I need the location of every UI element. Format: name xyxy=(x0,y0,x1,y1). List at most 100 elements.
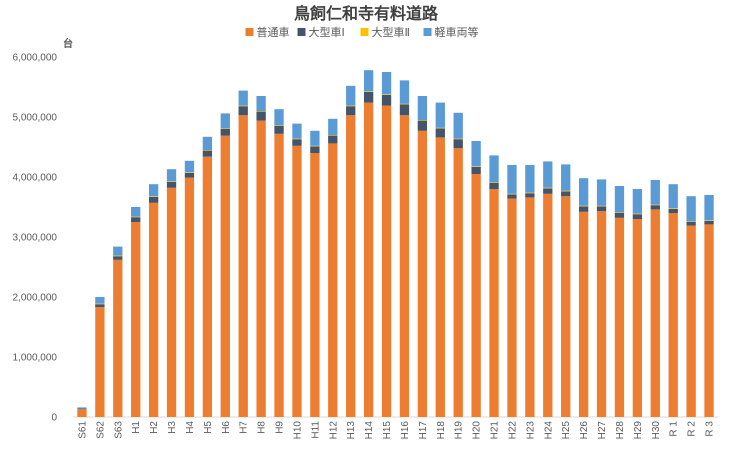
bar-segment xyxy=(453,112,463,139)
bar-segment xyxy=(668,213,678,417)
x-tick-label: R 2 xyxy=(687,421,698,437)
legend-item: 普通車 xyxy=(245,25,290,39)
bar-segment xyxy=(632,213,643,215)
bar-stack xyxy=(220,113,230,417)
bar-segment xyxy=(292,138,302,140)
bar-segment xyxy=(292,139,302,146)
x-tick-label: H19 xyxy=(454,421,465,440)
bar-segment xyxy=(435,137,445,417)
bar-stack xyxy=(596,179,607,417)
bar-segment xyxy=(148,196,159,197)
bars-group xyxy=(77,70,714,418)
x-tick-label: R 1 xyxy=(669,421,680,437)
x-tick-label: H29 xyxy=(633,421,644,440)
bar-segment xyxy=(614,213,625,218)
bar-segment xyxy=(77,409,87,417)
bar-segment xyxy=(489,183,499,189)
x-tick-label: H26 xyxy=(579,421,590,440)
x-tick-label: H14 xyxy=(364,421,375,440)
bar-segment xyxy=(435,127,445,129)
legend-swatch xyxy=(360,28,369,36)
bar-stack xyxy=(561,164,571,417)
bar-segment xyxy=(399,103,410,105)
bar-segment xyxy=(650,209,660,417)
bar-segment xyxy=(113,246,123,256)
bar-segment xyxy=(131,222,141,417)
bar-segment xyxy=(220,135,230,417)
bar-stack xyxy=(77,407,87,417)
bar-segment xyxy=(704,224,714,417)
x-tick-label: H4 xyxy=(185,421,196,434)
bar-segment xyxy=(310,146,320,153)
bar-segment xyxy=(471,166,481,167)
bar-segment xyxy=(274,109,284,126)
bar-segment xyxy=(704,195,714,221)
bar-segment xyxy=(184,160,195,173)
bar-segment xyxy=(346,105,356,107)
bar-stack xyxy=(650,180,660,417)
bar-segment xyxy=(77,407,87,409)
bar-stack xyxy=(489,155,499,417)
x-tick-label: H10 xyxy=(292,421,303,440)
bar-segment xyxy=(650,180,660,205)
bar-segment xyxy=(363,102,374,417)
x-tick-label: H5 xyxy=(203,421,214,434)
x-tick-label: H25 xyxy=(561,421,572,440)
bar-segment xyxy=(381,94,392,106)
bar-segment xyxy=(471,166,481,174)
bar-segment xyxy=(668,208,678,209)
bar-segment xyxy=(328,143,338,417)
bar-segment xyxy=(543,188,553,194)
bar-segment xyxy=(578,206,589,212)
bar-segment xyxy=(131,217,141,222)
x-tick-label: H9 xyxy=(275,421,286,434)
legend-item: 大型車Ⅱ xyxy=(360,25,410,39)
y-unit-label: 台 xyxy=(63,37,73,50)
bar-stack xyxy=(202,136,213,417)
x-tick-label: H27 xyxy=(597,421,608,440)
x-tick-label: H22 xyxy=(507,421,518,440)
bar-stack xyxy=(310,130,320,417)
x-tick-label: H13 xyxy=(346,421,357,440)
legend-label: 軽車両等 xyxy=(435,25,479,39)
bar-segment xyxy=(95,297,105,304)
bar-segment xyxy=(274,125,284,126)
bar-segment xyxy=(238,106,248,116)
x-tick-label: H8 xyxy=(257,421,268,434)
bar-segment xyxy=(256,120,266,417)
bar-stack xyxy=(238,90,248,417)
bar-segment xyxy=(561,190,571,192)
bar-segment xyxy=(166,181,177,188)
bar-stack xyxy=(346,85,356,417)
bar-segment xyxy=(704,220,714,225)
bar-segment xyxy=(113,259,123,417)
bar-stack xyxy=(525,165,535,417)
bar-stack xyxy=(166,169,177,417)
legend: 普通車 大型車Ⅰ 大型車Ⅱ 軽車両等 xyxy=(245,25,479,39)
bar-segment xyxy=(668,208,678,213)
bar-segment xyxy=(561,164,571,191)
bar-segment xyxy=(596,211,607,417)
bar-segment xyxy=(686,196,696,222)
legend-swatch xyxy=(245,28,254,36)
bar-stack xyxy=(399,80,410,417)
bar-stack xyxy=(131,207,141,417)
x-tick-label: H15 xyxy=(382,421,393,440)
x-tick-label: H30 xyxy=(651,421,662,440)
bar-segment xyxy=(381,72,392,95)
legend-swatch xyxy=(297,28,306,36)
bar-stack xyxy=(704,195,714,417)
x-axis: S61 S62 S63 H1 H2 H3 H4 H5 H6 H7 H8 H9 H10 H11 H12 H13 H… xyxy=(77,421,715,440)
bar-segment xyxy=(131,216,141,218)
bar-stack xyxy=(363,70,374,417)
bar-segment xyxy=(292,123,302,139)
bar-segment xyxy=(292,145,302,418)
bar-stack xyxy=(417,96,428,418)
bar-segment xyxy=(310,145,320,147)
bar-segment xyxy=(632,219,643,417)
bar-stack xyxy=(453,112,463,417)
bar-segment xyxy=(148,196,159,203)
x-tick-label: H16 xyxy=(400,421,411,440)
bar-segment xyxy=(113,256,123,260)
bar-segment xyxy=(578,211,589,417)
